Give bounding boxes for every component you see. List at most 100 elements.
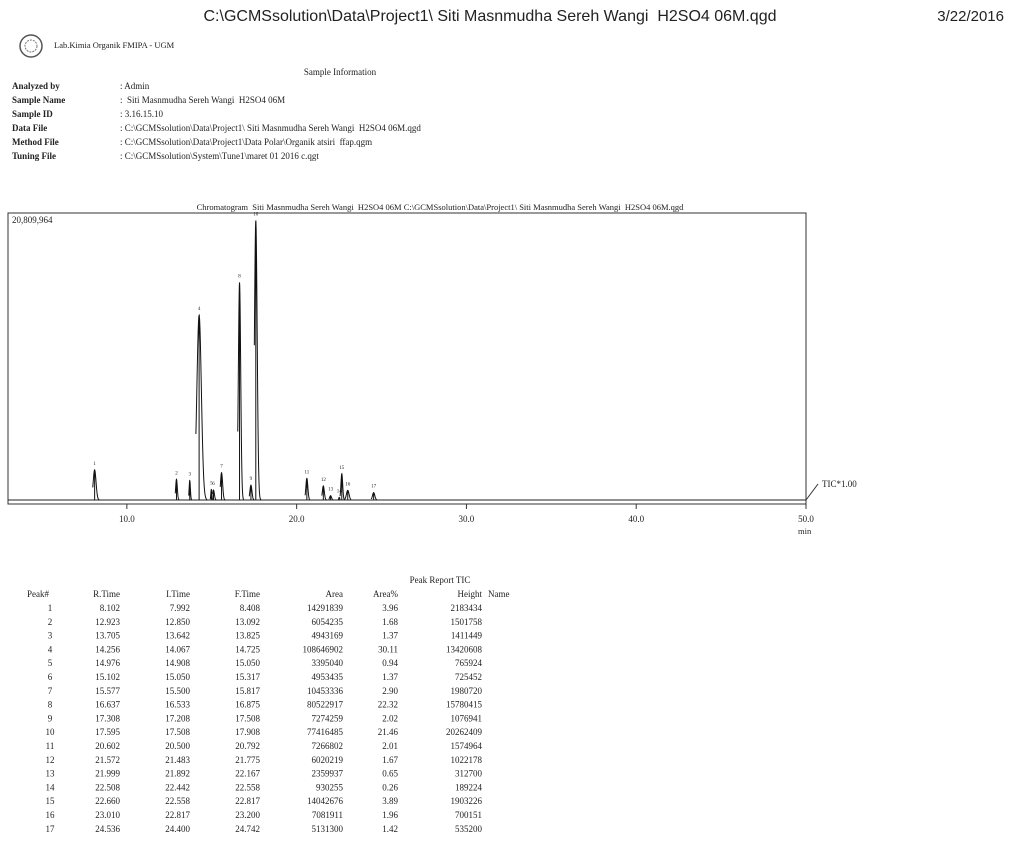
table-cell: 17.208 xyxy=(165,713,190,723)
table-cell: 0.26 xyxy=(382,782,398,792)
table-cell: 21.775 xyxy=(235,755,260,765)
column-header: R.Time xyxy=(93,589,120,599)
table-cell: 7.992 xyxy=(170,603,190,613)
column-header: Peak# xyxy=(27,589,49,599)
info-label: Tuning File xyxy=(12,151,56,161)
x-tick-label: 20.0 xyxy=(289,514,305,524)
trace-pointer xyxy=(806,484,818,500)
peak-number: 10 xyxy=(253,213,259,218)
table-cell: 14.976 xyxy=(95,658,120,668)
table-cell: 16.637 xyxy=(95,700,120,710)
info-label: Data File xyxy=(12,123,47,133)
table-cell: 7266802 xyxy=(312,741,344,751)
table-cell: 15.050 xyxy=(165,672,190,682)
peak-number: 2 xyxy=(175,471,178,476)
table-cell: 3.96 xyxy=(382,603,398,613)
table-cell: 22.167 xyxy=(235,769,260,779)
table-cell: 535200 xyxy=(455,824,483,834)
table-cell: 1574964 xyxy=(451,741,483,751)
logo xyxy=(20,35,42,57)
table-cell: 1.37 xyxy=(382,672,398,682)
table-cell: 17.508 xyxy=(165,727,190,737)
table-cell: 14 xyxy=(46,782,56,792)
table-cell: 16 xyxy=(46,810,56,820)
table-cell: 17 xyxy=(46,824,56,834)
table-cell: 24.742 xyxy=(235,824,260,834)
table-cell: 5131300 xyxy=(312,824,344,834)
info-value: : C:\GCMSsolution\Data\Project1\ Siti Ma… xyxy=(120,123,421,133)
table-cell: 23.200 xyxy=(235,810,260,820)
table-cell: 2.02 xyxy=(382,713,398,723)
table-cell: 21.892 xyxy=(165,769,190,779)
table-cell: 2.90 xyxy=(382,686,398,696)
peak xyxy=(322,486,327,500)
info-value: : Admin xyxy=(120,81,150,91)
table-cell: 17.308 xyxy=(95,713,120,723)
peak-number: 16 xyxy=(345,482,351,487)
table-cell: 1.42 xyxy=(382,824,398,834)
table-cell: 23.010 xyxy=(95,810,120,820)
peak xyxy=(249,485,254,500)
table-cell: 13.092 xyxy=(235,617,260,627)
table-cell: 4943169 xyxy=(312,631,344,641)
table-cell: 12 xyxy=(46,755,55,765)
table-cell: 16.875 xyxy=(235,700,260,710)
table-cell: 700151 xyxy=(455,810,482,820)
page: C:\GCMSsolution\Data\Project1\ Siti Masn… xyxy=(0,0,1013,841)
table-cell: 1.68 xyxy=(382,617,398,627)
peak xyxy=(340,474,344,500)
table-cell: 5 xyxy=(48,658,53,668)
table-cell: 14291839 xyxy=(307,603,344,613)
column-header: I.Time xyxy=(166,589,190,599)
table-cell: 15780415 xyxy=(446,700,483,710)
table-cell: 22.442 xyxy=(165,782,190,792)
peak-number: 7 xyxy=(220,465,223,470)
table-cell: 15.577 xyxy=(95,686,120,696)
table-cell: 3395040 xyxy=(312,658,344,668)
table-cell: 20.792 xyxy=(235,741,260,751)
table-cell: 17.508 xyxy=(235,713,260,723)
info-value: : 3.16.15.10 xyxy=(120,109,164,119)
peak-number: 8 xyxy=(238,274,241,279)
table-cell: 22.558 xyxy=(235,782,260,792)
table-cell: 20.602 xyxy=(95,741,120,751)
table-cell: 14.067 xyxy=(165,644,190,654)
trace-label: TIC*1.00 xyxy=(822,479,857,489)
table-cell: 7274259 xyxy=(312,713,344,723)
info-value: : Siti Masnmudha Sereh Wangi H2SO4 06M xyxy=(120,95,285,105)
table-cell: 1.96 xyxy=(382,810,398,820)
peak-number: 11 xyxy=(304,470,309,475)
table-cell: 13.825 xyxy=(235,631,260,641)
table-cell: 22.558 xyxy=(165,796,190,806)
table-cell: 108646902 xyxy=(303,644,344,654)
report-date: 3/22/2016 xyxy=(937,8,1004,25)
table-cell: 14.256 xyxy=(95,644,120,654)
table-cell: 22.817 xyxy=(235,796,260,806)
table-cell: 189224 xyxy=(455,782,483,792)
lab-name: Lab.Kimia Organik FMIPA - UGM xyxy=(54,40,175,50)
table-cell: 1411449 xyxy=(451,631,483,641)
table-cell: 11 xyxy=(46,741,55,751)
table-cell: 1501758 xyxy=(451,617,483,627)
peak xyxy=(93,470,100,500)
table-cell: 12.923 xyxy=(95,617,120,627)
column-header: Name xyxy=(488,589,510,599)
table-cell: 21.999 xyxy=(95,769,120,779)
peak-number: 12 xyxy=(321,478,327,483)
table-cell: 6054235 xyxy=(312,617,344,627)
column-header: Height xyxy=(458,589,483,599)
peak xyxy=(344,490,351,500)
table-cell: 22.660 xyxy=(95,796,120,806)
table-cell: 1903226 xyxy=(451,796,483,806)
table-cell: 0.65 xyxy=(382,769,398,779)
table-cell: 930255 xyxy=(316,782,344,792)
table-cell: 15.817 xyxy=(235,686,260,696)
table-cell: 312700 xyxy=(455,769,483,779)
table-cell: 17.595 xyxy=(95,727,120,737)
table-cell: 22.817 xyxy=(165,810,190,820)
table-cell: 15.050 xyxy=(235,658,260,668)
peak-number: 15 xyxy=(339,466,345,471)
peak xyxy=(175,479,179,500)
table-cell: 21.572 xyxy=(95,755,120,765)
plot-frame xyxy=(8,213,806,504)
